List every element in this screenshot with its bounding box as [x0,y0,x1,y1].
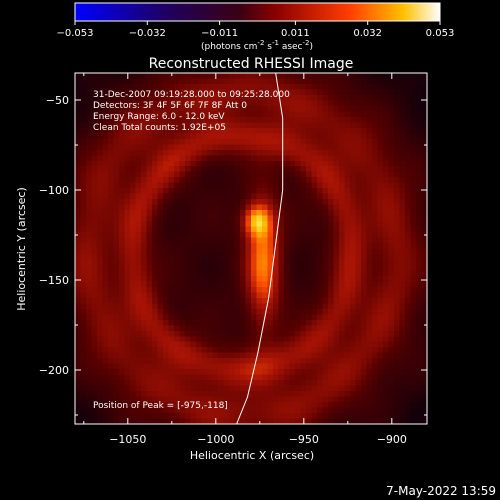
chart-title: Reconstructed RHESSI Image [149,56,354,72]
colorbar-tick-label: −0.032 [129,28,166,39]
annotation-time-range: 31-Dec-2007 09:19:28.000 to 09:25:28.000 [93,90,290,100]
annotation-energy-range: Energy Range: 6.0 - 12.0 keV [93,112,225,122]
x-tick-label: −950 [289,433,319,446]
plot-frame [74,72,428,425]
hxr-image-map [75,73,427,424]
colorbar-tick-label: −0.053 [56,28,93,39]
x-axis-label: Heliocentric X (arcsec) [190,449,314,462]
colorbar-tick-label: 0.053 [426,28,455,39]
annotation-detectors: Detectors: 3F 4F 5F 6F 7F 8F Att 0 [93,101,247,111]
x-axis-ticks: −1050 −1000 −950 −900 [83,73,407,446]
colorbar [74,2,441,22]
y-tick-label: −200 [39,364,69,377]
timestamp: 7-May-2022 13:59 [386,484,496,498]
peak-position-label: Position of Peak = [-975,-118] [93,401,228,411]
colorbar-tick-label: −0.011 [201,28,238,39]
y-axis-label: Heliocentric Y (arcsec) [15,187,28,311]
annotation-block: 31-Dec-2007 09:19:28.000 to 09:25:28.000… [93,90,290,133]
colorbar-ticks: −0.053 −0.032 −0.011 0.011 0.032 0.053 [56,21,454,39]
annotation-clean-counts: Clean Total counts: 1.92E+05 [93,123,226,133]
y-axis-ticks: −50 −100 −150 −200 [39,94,427,416]
colorbar-tick-label: 0.032 [353,28,382,39]
y-tick-label: −100 [39,184,69,197]
solar-limb-line [236,73,284,424]
y-tick-label: −50 [46,94,69,107]
x-tick-label: −1000 [197,433,234,446]
y-tick-label: −150 [39,274,69,287]
x-tick-label: −1050 [109,433,146,446]
colorbar-unit: (photons cm-2 s-1 asec-2) [201,39,313,52]
x-tick-label: −900 [377,433,407,446]
colorbar-tick-label: 0.011 [281,28,310,39]
